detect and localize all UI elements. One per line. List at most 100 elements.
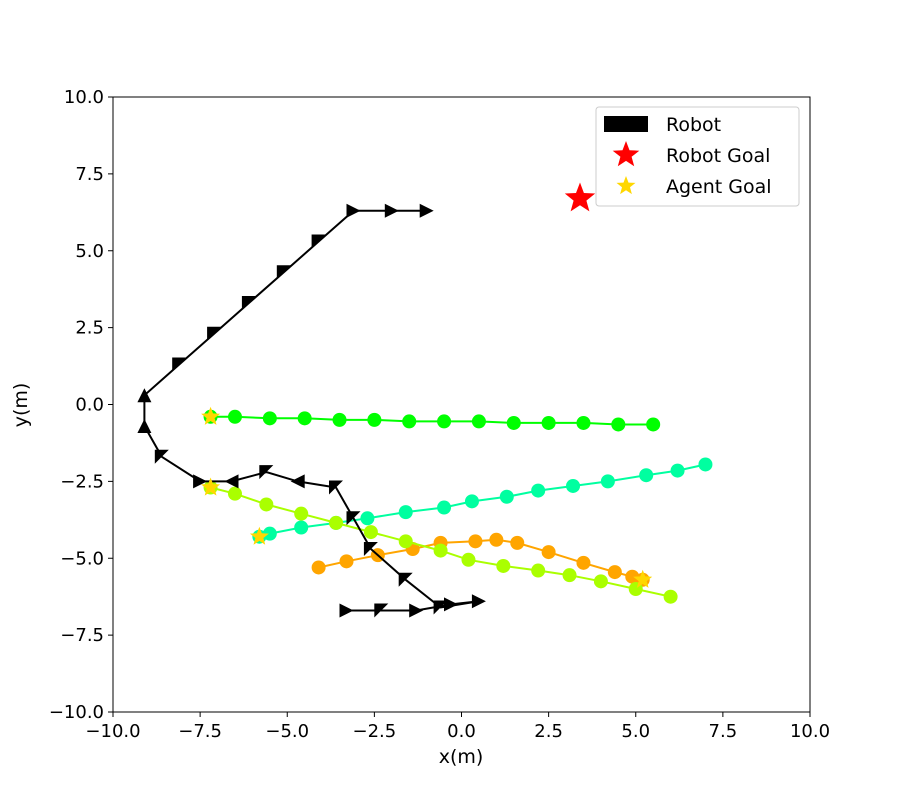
robot-goal-star: [564, 182, 596, 212]
agent-position-point: [576, 555, 591, 570]
agent-position-point: [294, 506, 309, 521]
x-axis-label: x(m): [439, 746, 484, 768]
robot-heading-marker: [409, 603, 424, 618]
agent-position-point: [600, 474, 615, 489]
agent-position-point: [646, 417, 661, 432]
robot-heading-marker: [339, 603, 354, 618]
y-tick-label: 7.5: [75, 164, 104, 185]
agents-layer: [203, 409, 713, 604]
agent-position-point: [332, 412, 347, 427]
x-tick-label: −10.0: [85, 721, 140, 742]
agent-position-point: [433, 543, 448, 558]
robot-heading-marker: [363, 542, 378, 556]
agent-position-point: [259, 497, 274, 512]
robot-heading-marker: [259, 465, 274, 480]
agent-position-point: [576, 415, 591, 430]
legend-robot-swatch: [604, 116, 648, 132]
robot-heading-marker: [172, 357, 187, 372]
y-tick-label: −5.0: [60, 548, 104, 569]
agent-position-point: [541, 545, 556, 560]
agent-position-point: [607, 565, 622, 580]
y-tick-label: 10.0: [64, 87, 104, 108]
robot-heading-marker: [471, 594, 486, 609]
x-tick-label: 10.0: [790, 721, 830, 742]
agent-position-point: [363, 525, 378, 540]
agent-position-point: [611, 417, 626, 432]
agent-position-point: [367, 412, 382, 427]
agent-position-point: [506, 415, 521, 430]
agent-position-point: [398, 505, 413, 520]
agent-position-point: [496, 558, 511, 573]
robot-heading-marker: [398, 572, 413, 587]
robot-layer: [137, 203, 486, 618]
legend: Robot Robot Goal Agent Goal: [595, 106, 800, 207]
agent-position-point: [339, 554, 354, 569]
agent-position-point: [663, 589, 678, 604]
agent-position-point: [698, 457, 713, 472]
agent-position-point: [566, 478, 581, 493]
y-tick-label: 0.0: [75, 395, 104, 416]
agent-position-point: [468, 534, 483, 549]
y-tick-label: −7.5: [60, 625, 104, 646]
robot-heading-marker: [290, 474, 305, 489]
agent-position-point: [262, 411, 277, 426]
robot-heading-marker: [444, 597, 458, 612]
agent-position-point: [329, 515, 344, 530]
robot-heading-marker: [346, 511, 361, 526]
agent-position-point: [510, 535, 525, 550]
x-tick-label: −5.0: [265, 721, 309, 742]
goals-layer: [201, 182, 653, 588]
agent-position-point: [437, 414, 452, 429]
agent-trajectory-4: [203, 480, 678, 604]
agent-position-point: [437, 500, 452, 515]
robot-heading-marker: [329, 480, 343, 495]
robot-heading-marker: [276, 265, 291, 280]
robot-heading-marker: [137, 388, 152, 403]
legend-robot-goal-label: Robot Goal: [666, 145, 770, 167]
legend-robot-label: Robot: [666, 114, 721, 136]
y-tick-label: −10.0: [49, 702, 104, 723]
robot-heading-marker: [224, 474, 239, 489]
robot-heading-marker: [154, 449, 169, 464]
agent-position-point: [227, 409, 242, 424]
robot-heading-marker: [137, 419, 152, 433]
robot-heading-marker: [419, 203, 434, 218]
agent-goal-star: [201, 477, 221, 496]
y-tick-label: 2.5: [75, 318, 104, 339]
x-tick-label: 2.5: [534, 721, 563, 742]
robot-heading-marker: [311, 234, 326, 249]
x-tick-label: 7.5: [709, 721, 738, 742]
agent-position-point: [670, 463, 685, 478]
robot-heading-marker: [207, 326, 222, 341]
agent-goal-star: [633, 569, 653, 588]
agent-position-point: [360, 511, 375, 526]
robot-heading-marker: [384, 203, 399, 218]
agent-position-point: [297, 411, 312, 426]
agent-position-point: [593, 574, 608, 589]
agent-position-point: [294, 520, 309, 535]
x-tick-label: 5.0: [621, 721, 650, 742]
agent-goal-star: [201, 406, 221, 425]
agent-position-point: [531, 563, 546, 578]
agent-position-point: [489, 532, 504, 547]
y-tick-label: 5.0: [75, 241, 104, 262]
agent-position-point: [541, 415, 556, 430]
x-tick-label: −2.5: [353, 721, 397, 742]
agent-position-point: [464, 494, 479, 509]
agent-position-point: [562, 568, 577, 583]
agent-position-point: [398, 534, 413, 549]
agent-position-point: [639, 468, 654, 483]
agent-position-point: [461, 552, 476, 567]
y-tick-label: −2.5: [60, 471, 104, 492]
agent-position-point: [531, 483, 546, 498]
agent-position-point: [227, 486, 242, 501]
robot-heading-marker: [241, 296, 256, 310]
legend-agent-goal-star: [616, 176, 636, 195]
agent-position-point: [471, 414, 486, 429]
legend-robot-goal-star: [612, 141, 640, 167]
robot-heading-marker: [346, 203, 361, 218]
agent-position-point: [311, 560, 326, 575]
agent-position-point: [402, 414, 417, 429]
robot-heading-marker: [374, 603, 389, 618]
